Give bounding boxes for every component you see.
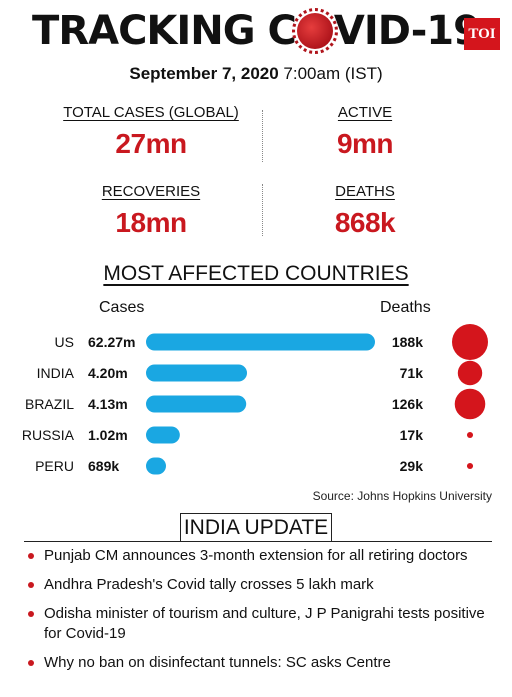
deaths-label-india: 71k xyxy=(400,365,424,381)
country-label-peru: PERU xyxy=(35,458,74,474)
source-note: Source: Johns Hopkins University xyxy=(312,489,492,503)
india-update-rule xyxy=(24,541,492,542)
stats-divider-bottom xyxy=(262,184,263,236)
cases-label-russia: 1.02m xyxy=(88,427,128,443)
time: 7:00am (IST) xyxy=(283,64,383,83)
deaths-bubble-peru xyxy=(466,462,474,470)
stats-divider-top xyxy=(262,110,263,162)
total-cases-value: 27mn xyxy=(115,128,187,159)
deaths-header: Deaths xyxy=(380,299,431,316)
toi-logo: TOI xyxy=(464,18,500,50)
cases-label-us: 62.27m xyxy=(88,334,135,350)
page-title: TRACKING C VID-19 xyxy=(0,8,512,54)
cases-bar-peru xyxy=(146,457,166,475)
cases-bar-india xyxy=(146,364,248,382)
list-item: Why no ban on disinfectant tunnels: SC a… xyxy=(28,653,488,673)
virus-icon xyxy=(291,8,338,54)
cases-bar-brazil xyxy=(146,395,247,413)
deaths-bubble-russia xyxy=(466,431,474,439)
date: September 7, 2020 xyxy=(129,64,279,83)
country-label-india: INDIA xyxy=(37,365,75,381)
list-item: Andhra Pradesh's Covid tally crosses 5 l… xyxy=(28,575,488,595)
active-label: ACTIVE xyxy=(337,104,393,121)
cases-header: Cases xyxy=(99,299,145,316)
deaths-bubble-us xyxy=(452,324,488,360)
cases-label-india: 4.20m xyxy=(88,365,128,381)
cases-bar-us xyxy=(146,333,375,351)
country-label-brazil: BRAZIL xyxy=(25,396,74,412)
cases-bar-russia xyxy=(146,426,180,444)
total-cases-label: TOTAL CASES (GLOBAL) xyxy=(63,104,239,121)
cases-label-brazil: 4.13m xyxy=(88,396,128,412)
deaths-value: 868k xyxy=(334,207,396,238)
date-line: September 7, 2020 7:00am (IST) xyxy=(0,64,512,84)
country-chart: US 62.27m 188k INDIA 4.20m 71k BRAZIL 4.13m 126k… xyxy=(22,324,488,475)
deaths-label: DEATHS xyxy=(335,183,395,200)
india-update-title: INDIA UPDATE xyxy=(180,513,332,542)
title-left: TRACKING C xyxy=(32,8,297,54)
deaths-label-peru: 29k xyxy=(400,458,424,474)
active-value: 9mn xyxy=(336,128,394,159)
deaths-bubble-india xyxy=(457,360,483,386)
country-label-russia: RUSSIA xyxy=(22,427,75,443)
cases-label-peru: 689k xyxy=(88,458,119,474)
country-label-us: US xyxy=(55,334,74,350)
recoveries-value: 18mn xyxy=(115,207,187,238)
deaths-label-russia: 17k xyxy=(400,427,424,443)
india-update-list: Punjab CM announces 3-month extension fo… xyxy=(28,546,488,682)
chart-title: MOST AFFECTED COUNTRIES xyxy=(103,262,409,285)
recoveries-label: RECOVERIES xyxy=(101,183,201,200)
deaths-bubble-brazil xyxy=(454,388,486,420)
list-item: Punjab CM announces 3-month extension fo… xyxy=(28,546,488,566)
deaths-label-brazil: 126k xyxy=(392,396,423,412)
deaths-label-us: 188k xyxy=(392,334,423,350)
list-item: Odisha minister of tourism and culture, … xyxy=(28,604,488,644)
title-right: VID-19 xyxy=(333,8,481,54)
